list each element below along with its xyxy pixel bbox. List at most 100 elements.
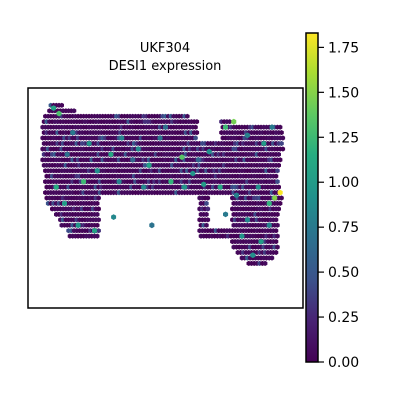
expression-spot — [141, 184, 147, 190]
colorbar: 0.00 0.25 0.50 0.75 1.00 1.25 1.50 1.75 — [305, 32, 359, 371]
expression-spot — [217, 184, 223, 190]
colorbar-tick-label: 1.75 — [328, 40, 359, 56]
colorbar-frame — [305, 32, 319, 363]
plot-frame — [27, 87, 304, 309]
background-spot — [276, 151, 281, 157]
background-spot — [204, 222, 209, 228]
background-spot — [276, 162, 281, 168]
colorbar-tick-label: 0.00 — [328, 355, 359, 371]
expression-spot — [231, 118, 237, 125]
background-spot — [277, 124, 283, 130]
expression-spot — [195, 156, 201, 163]
expression-spot — [272, 195, 278, 201]
background-spot — [279, 130, 284, 136]
expression-spot — [234, 192, 239, 199]
expression-spot — [86, 140, 92, 147]
expression-spot — [244, 216, 250, 223]
background-spot — [275, 222, 280, 228]
expression-spot — [53, 184, 59, 190]
expression-spot — [157, 135, 163, 141]
expression-spots — [40, 102, 286, 266]
background-spot — [275, 244, 280, 250]
expression-spot — [70, 129, 76, 136]
background-spot — [193, 135, 198, 141]
background-spot — [273, 217, 279, 223]
expression-spot — [250, 252, 256, 259]
background-spot — [276, 184, 281, 190]
colorbar-gradient — [306, 33, 318, 362]
background-spot — [273, 228, 279, 234]
background-spot — [95, 200, 100, 206]
expression-spot — [277, 189, 283, 196]
expression-spot — [269, 124, 275, 131]
expression-spot — [111, 214, 117, 220]
background-spot — [276, 206, 281, 212]
expression-spot — [206, 148, 212, 155]
expression-spot — [56, 110, 62, 117]
background-spot — [205, 206, 211, 212]
background-spot — [269, 255, 275, 261]
background-spot — [204, 211, 209, 217]
expression-spot — [135, 146, 141, 152]
expression-spot — [179, 154, 185, 160]
background-spot — [95, 222, 100, 228]
expression-spot — [94, 167, 100, 174]
expression-spot — [223, 124, 229, 131]
background-spot — [71, 108, 77, 114]
chart-subtitle: DESI1 expression — [109, 59, 222, 74]
chart-title: UKF304 — [140, 41, 190, 56]
background-spot — [194, 130, 200, 136]
background-spot — [193, 124, 198, 130]
background-spot — [275, 233, 280, 239]
expression-spot — [255, 184, 261, 190]
expression-spot — [244, 132, 250, 139]
expression-spot — [149, 222, 155, 229]
expression-spot — [182, 184, 188, 190]
expression-spot — [146, 162, 152, 169]
expression-spot — [190, 170, 196, 177]
background-spot — [279, 195, 284, 201]
background-spot — [205, 195, 211, 201]
background-spot — [273, 249, 279, 256]
colorbar-tick-label: 0.75 — [328, 220, 359, 236]
expression-spot — [239, 233, 245, 239]
background-spot — [96, 228, 101, 234]
background-spot — [273, 239, 279, 245]
expression-spot — [266, 200, 272, 207]
colorbar-tick-label: 0.25 — [328, 310, 359, 326]
expression-spot — [258, 238, 264, 245]
background-spot — [275, 211, 280, 217]
background-spot — [280, 135, 286, 141]
background-spot — [277, 157, 283, 163]
background-spot — [59, 102, 64, 108]
background-spot — [280, 146, 286, 152]
expression-spot — [92, 227, 97, 234]
expression-spot — [81, 178, 87, 185]
colorbar-tick-label: 1.50 — [328, 85, 359, 101]
expression-spot — [108, 151, 114, 158]
background-spot — [96, 195, 101, 201]
expression-spot — [62, 200, 67, 207]
background-spot — [275, 168, 280, 174]
background-spot — [273, 173, 279, 179]
expression-spot — [51, 105, 57, 111]
colorbar-tick-label: 1.25 — [328, 130, 359, 146]
colorbar-tick-label: 0.50 — [328, 265, 359, 281]
expression-spot — [223, 211, 229, 218]
background-spot — [194, 119, 200, 125]
expression-spot — [116, 178, 122, 185]
expression-spot — [266, 222, 272, 229]
background-spot — [277, 200, 283, 206]
expression-spot — [119, 135, 125, 141]
background-spot — [262, 260, 268, 266]
expression-spot — [75, 222, 81, 229]
expression-spot — [201, 181, 207, 188]
colorbar-tick-label: 1.00 — [328, 175, 359, 191]
background-spot — [227, 119, 232, 125]
background-spot — [95, 233, 100, 239]
background-spot — [279, 140, 284, 147]
background-spot — [95, 211, 100, 217]
background-spot — [96, 206, 101, 212]
expression-spot — [163, 124, 168, 131]
